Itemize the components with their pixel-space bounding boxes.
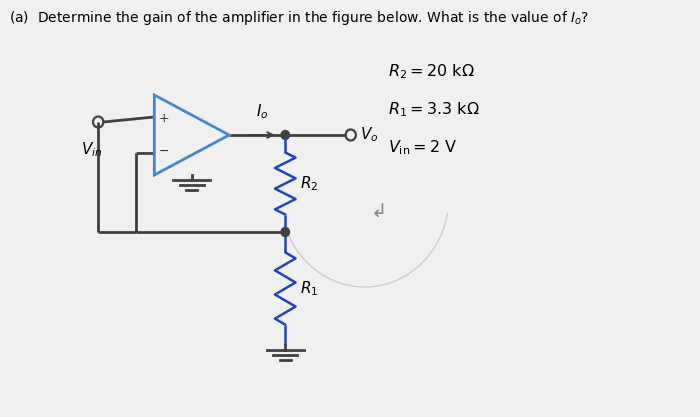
Text: $V_{in}$: $V_{in}$ bbox=[81, 140, 102, 159]
Text: (a)  Determine the gain of the amplifier in the figure below. What is the value : (a) Determine the gain of the amplifier … bbox=[9, 9, 589, 27]
Text: $R_2 = 20\ \mathrm{k}\Omega$: $R_2 = 20\ \mathrm{k}\Omega$ bbox=[388, 63, 475, 81]
Text: $I_o$: $I_o$ bbox=[256, 102, 268, 121]
Circle shape bbox=[281, 131, 290, 140]
Text: −: − bbox=[158, 145, 169, 158]
Text: $R_1$: $R_1$ bbox=[300, 279, 318, 298]
Text: $V_{\mathrm{in}} = 2\ \mathrm{V}$: $V_{\mathrm{in}} = 2\ \mathrm{V}$ bbox=[388, 138, 458, 157]
Circle shape bbox=[281, 228, 290, 236]
Text: ↲: ↲ bbox=[370, 203, 387, 221]
Text: $R_1 = 3.3\ \mathrm{k}\Omega$: $R_1 = 3.3\ \mathrm{k}\Omega$ bbox=[388, 100, 480, 119]
Text: +: + bbox=[158, 113, 169, 126]
Text: $R_2$: $R_2$ bbox=[300, 174, 318, 193]
Text: $V_o$: $V_o$ bbox=[360, 126, 379, 144]
